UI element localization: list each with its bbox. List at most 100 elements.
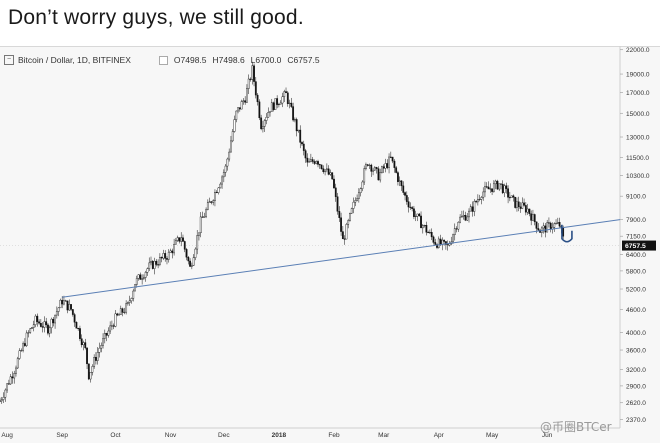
candle-body <box>55 311 58 316</box>
candle-body <box>313 161 316 164</box>
candle-body <box>41 326 44 328</box>
candle-body <box>391 156 394 162</box>
candle-body <box>354 200 357 203</box>
x-tick-label: Jun <box>542 432 553 439</box>
candle-body <box>349 213 351 221</box>
candle-body <box>494 180 497 185</box>
candle-body <box>533 214 536 223</box>
candle-body <box>347 220 350 225</box>
y-tick-label: 9100.0 <box>626 194 646 201</box>
candle-body <box>505 185 508 189</box>
candle-body <box>301 142 303 145</box>
candle-body <box>281 96 284 104</box>
candle-body <box>119 308 122 315</box>
candle-body <box>468 210 470 218</box>
candle-body <box>116 313 119 316</box>
candle-body <box>386 163 389 168</box>
candle-body <box>405 195 408 202</box>
candle-body <box>6 383 9 391</box>
candle-body <box>556 222 559 224</box>
candle-body <box>484 186 486 193</box>
candle-body <box>393 160 396 168</box>
candle-body <box>226 158 229 167</box>
candle-body <box>553 223 556 228</box>
candle-body <box>365 164 367 169</box>
candle-body <box>214 192 216 201</box>
candle-body <box>542 225 545 229</box>
candle-body <box>263 120 266 127</box>
last-price-tag <box>622 240 656 251</box>
candle-body <box>9 376 12 385</box>
candle-body <box>183 241 186 250</box>
candle-body <box>31 327 33 329</box>
collapse-icon[interactable]: − <box>4 55 14 65</box>
symbol-title: Bitcoin / Dollar, 1D, BITFINEX <box>18 55 131 65</box>
candle-body <box>75 322 78 329</box>
candle-body <box>57 307 60 312</box>
candle-body <box>47 324 49 334</box>
candle-body <box>453 228 456 236</box>
candle-body <box>299 129 302 143</box>
visibility-toggle-icon[interactable] <box>158 55 168 65</box>
candle-body <box>89 372 92 380</box>
candle-body <box>446 244 449 246</box>
candle-body <box>322 168 325 173</box>
candle-body <box>350 208 353 214</box>
y-tick-label: 22000.0 <box>626 47 650 54</box>
candle-body <box>22 343 24 351</box>
candle-body <box>411 207 414 209</box>
candle-body <box>258 101 261 119</box>
y-tick-label: 3600.0 <box>626 348 646 355</box>
candle-body <box>244 100 247 103</box>
candle-body <box>199 216 202 234</box>
candle-body <box>345 224 348 240</box>
candle-body <box>521 202 524 209</box>
candle-body <box>135 278 138 285</box>
candle-body <box>249 78 252 80</box>
candle-body <box>11 376 14 379</box>
candle-body <box>500 183 502 185</box>
candle-body <box>414 215 417 217</box>
candle-body <box>29 328 32 333</box>
candle-body <box>528 208 531 215</box>
candle-body <box>466 216 469 221</box>
candle-body <box>111 325 113 327</box>
candle-body <box>352 201 355 209</box>
candle-body <box>27 332 30 334</box>
candle-body <box>254 81 257 96</box>
candle-body <box>201 216 204 218</box>
candle-body <box>334 187 337 197</box>
candle-body <box>174 240 177 245</box>
x-tick-label: Oct <box>110 432 120 439</box>
candle-body <box>309 159 312 162</box>
candle-body <box>503 185 506 194</box>
y-tick-label: 11500.0 <box>626 155 649 162</box>
candle-body <box>295 119 298 132</box>
candle-body <box>79 328 81 339</box>
candle-body <box>198 232 200 236</box>
candle-body <box>361 181 364 189</box>
candle-body <box>80 338 83 346</box>
candle-body <box>338 211 341 218</box>
candle-body <box>302 143 305 151</box>
open-value: O7498.5 <box>173 55 207 65</box>
candle-body <box>491 188 493 192</box>
candle-body <box>523 202 525 206</box>
candle-body <box>425 225 428 233</box>
candle-body <box>196 235 199 250</box>
candle-body <box>215 192 218 194</box>
y-tick-label: 7150.0 <box>626 234 646 241</box>
candle-body <box>452 234 454 243</box>
candle-body <box>102 338 104 346</box>
candle-body <box>478 198 481 200</box>
candle-body <box>109 325 112 332</box>
candle-body <box>107 330 110 336</box>
candle-body <box>379 172 382 181</box>
candle-body <box>279 102 282 105</box>
candle-body <box>469 206 472 212</box>
candle-body <box>141 278 144 280</box>
candle-body <box>381 166 383 173</box>
candle-body <box>217 187 220 193</box>
candle-body <box>167 251 170 260</box>
